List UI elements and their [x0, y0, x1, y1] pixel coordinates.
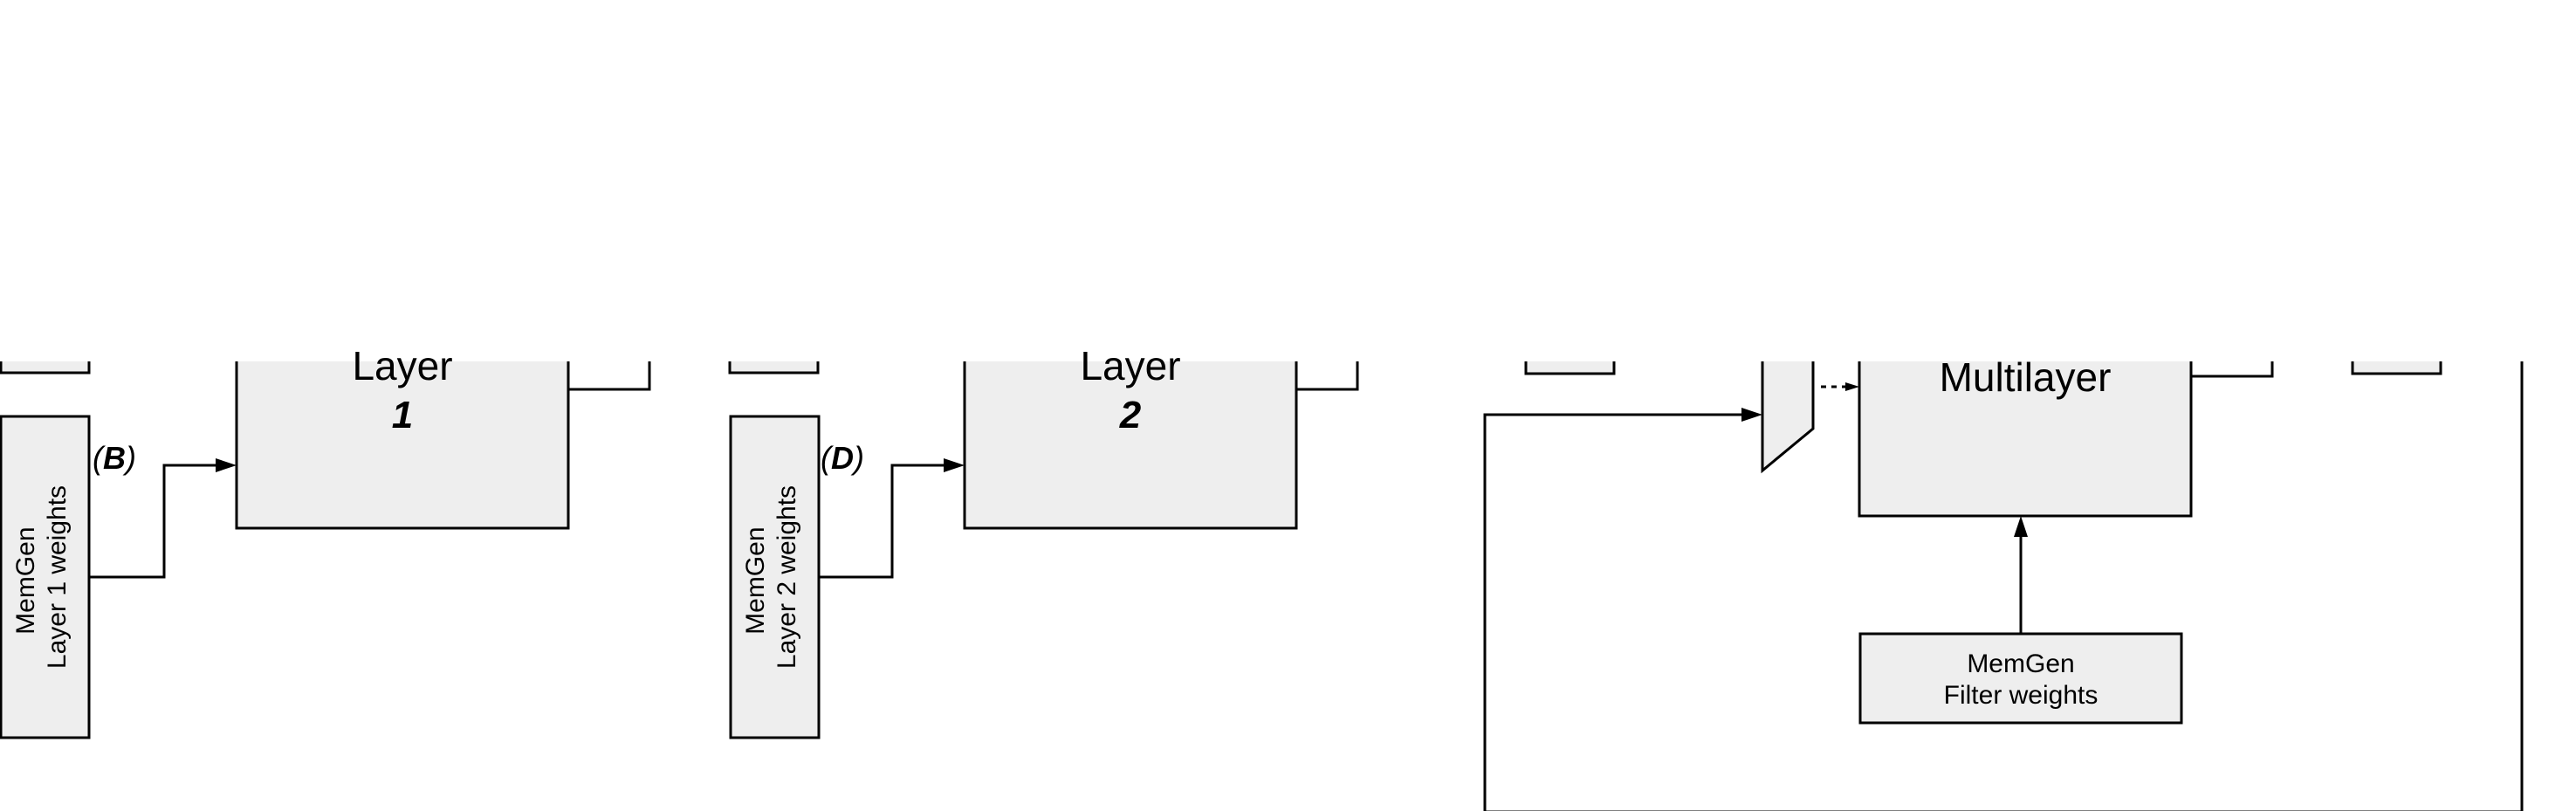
cropped-box-top-left-2	[728, 361, 820, 375]
memgen-layer-2-weights-box	[729, 415, 821, 739]
cropped-box-top-right-3	[2351, 361, 2442, 375]
layer-2-title: Layer	[1080, 343, 1180, 388]
memgen-layer-2-line-2: Layer 2 weights	[773, 485, 801, 669]
memgen-filter-weights-line-2: Filter weights	[1944, 681, 2099, 710]
tag-d: (D)	[821, 440, 864, 476]
memgen-to-layer-2-wire	[819, 464, 945, 579]
memgen-layer-1-weights-box	[0, 415, 91, 739]
multiplexer-shape	[1761, 361, 1815, 474]
memgen-to-layer-2-arrowhead	[944, 458, 965, 472]
memgen-filter-weights-line-1: MemGen	[1967, 649, 2074, 678]
layer-1-output-wire	[568, 361, 651, 391]
memgen-layer-1-line-1: MemGen	[11, 526, 40, 634]
layer-2-box	[963, 361, 1298, 530]
layer-1-number: 1	[392, 394, 413, 436]
multilayer-title: Multilayer	[1940, 354, 2112, 400]
cropped-box-top-left-3	[1524, 361, 1616, 375]
block-2: Layer 2 MemGen Layer 2 weights (D)	[728, 343, 1359, 739]
memgen-to-layer-1-arrowhead	[216, 458, 237, 472]
layer-1-title: Layer	[352, 343, 452, 388]
mux-to-multilayer-arrowhead	[1845, 382, 1859, 391]
memgen-to-layer-1-wire	[89, 464, 216, 579]
memgen-layer-2-weights-label: MemGen Layer 2 weights	[741, 485, 801, 669]
feedback-loop-arrowhead	[1741, 408, 1762, 422]
memgen-layer-2-line-1: MemGen	[741, 526, 770, 634]
feedback-loop-wire	[1483, 361, 2524, 811]
layer-2-output-wire	[1296, 361, 1359, 391]
tag-b: (B)	[93, 440, 136, 476]
layer-2-number: 2	[1119, 394, 1142, 436]
multilayer-box	[1858, 361, 2193, 518]
memgen-layer-1-line-2: Layer 1 weights	[43, 485, 72, 669]
cropped-box-top-left-1	[0, 361, 91, 375]
filter-to-multilayer-arrowhead	[2014, 516, 2028, 537]
block-3: Multilayer MemGen Filter weights	[1483, 354, 2524, 811]
block-1: Layer 1 MemGen Layer 1 weights (B)	[0, 343, 651, 739]
memgen-layer-1-weights-label: MemGen Layer 1 weights	[11, 485, 72, 669]
layer-1-box	[235, 361, 570, 530]
multilayer-output-wire	[2191, 361, 2274, 378]
